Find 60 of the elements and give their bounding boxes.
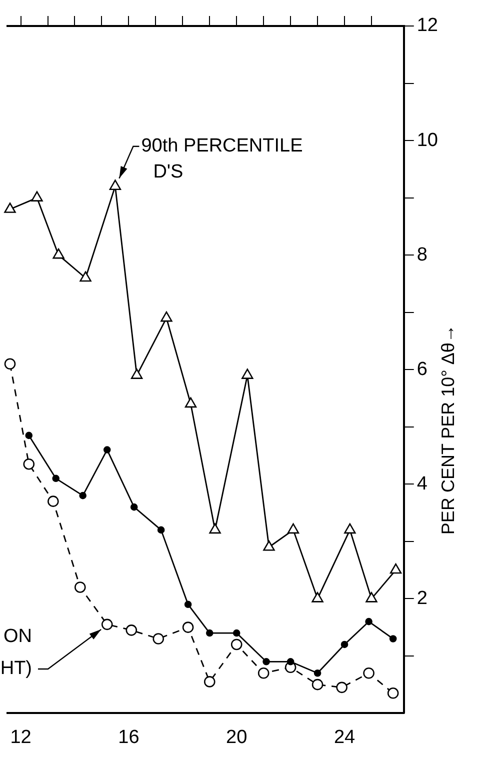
point	[74, 582, 86, 593]
x-tick-label: 16	[118, 726, 140, 748]
point	[130, 368, 143, 379]
point	[48, 496, 59, 507]
point	[103, 446, 111, 454]
annotation: HT)	[0, 658, 32, 680]
point	[52, 248, 64, 259]
y-axis-title: PER CENT PER 10° Δθ→	[438, 324, 458, 535]
point	[157, 526, 165, 534]
point	[101, 618, 113, 630]
y-tick-label: 12	[416, 15, 438, 36]
point	[130, 503, 138, 511]
point	[52, 474, 60, 482]
point	[287, 523, 300, 534]
point	[366, 592, 378, 602]
point	[23, 458, 35, 470]
point	[258, 667, 270, 679]
point	[230, 638, 242, 650]
point	[387, 688, 399, 699]
y-tick-label: 8	[416, 244, 428, 266]
point	[344, 523, 356, 534]
point	[184, 600, 192, 608]
point	[242, 368, 254, 379]
point	[262, 658, 270, 666]
point	[152, 633, 164, 644]
y-tick-label: 2	[416, 588, 428, 609]
point	[263, 540, 275, 551]
point	[363, 667, 374, 679]
point	[109, 180, 122, 190]
point	[336, 682, 348, 694]
point	[79, 492, 86, 500]
point	[390, 563, 402, 574]
point	[126, 624, 138, 636]
point	[184, 397, 197, 408]
point	[206, 629, 214, 637]
y-tick-label: 10	[416, 130, 438, 151]
x-tick-label: 24	[334, 726, 356, 748]
point	[232, 629, 240, 637]
point	[314, 669, 322, 677]
annotation: 90th PERCENTILE D'S	[141, 136, 303, 183]
point	[25, 432, 33, 440]
point	[182, 622, 194, 633]
point	[4, 358, 16, 370]
x-tick-label: 12	[10, 726, 32, 748]
y-tick-label: 6	[416, 358, 428, 380]
point	[365, 618, 372, 626]
y-tick-label: 4	[416, 473, 428, 494]
point	[312, 678, 324, 690]
point	[340, 640, 348, 648]
x-tick-label: 20	[226, 726, 248, 748]
point	[4, 202, 16, 213]
point	[389, 635, 397, 642]
point	[204, 676, 216, 688]
point	[31, 191, 43, 202]
annotation: ON	[4, 626, 32, 648]
point	[209, 523, 221, 534]
point	[80, 271, 92, 282]
point	[312, 592, 324, 602]
point	[286, 658, 294, 666]
point	[160, 311, 172, 322]
